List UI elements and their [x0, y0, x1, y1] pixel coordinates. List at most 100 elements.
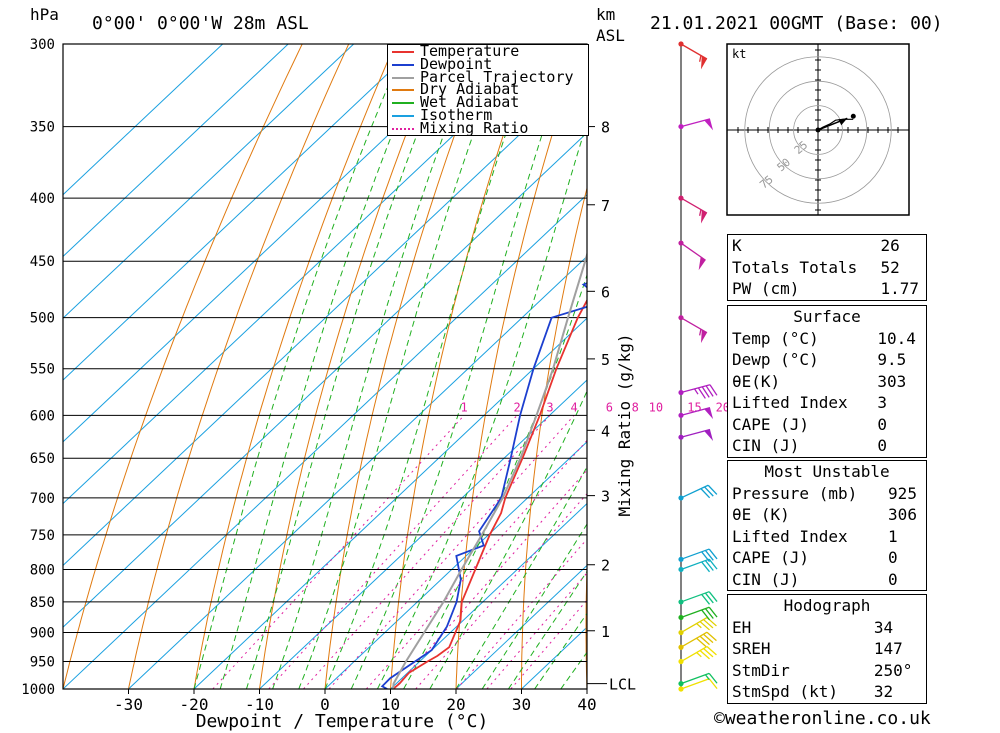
barb-flag	[704, 592, 714, 604]
mixing-ratio-line	[328, 415, 575, 689]
stat-value: 250°	[873, 660, 913, 680]
mixing-ratio-label: 2	[514, 400, 521, 414]
isotherm-line	[63, 132, 587, 628]
wind-barb	[678, 616, 717, 636]
dry-adiabat-line	[987, 44, 1000, 689]
credit-text[interactable]: ©weatheronline.co.uk	[714, 708, 931, 729]
table-row: CAPE (J) 0	[728, 414, 927, 436]
dry-adiabat-line	[521, 186, 587, 689]
barb-flag	[703, 648, 714, 658]
km-tick-label: 7	[601, 197, 610, 215]
index-value: 1.77	[880, 279, 920, 298]
pressure-tick-label: 850	[30, 595, 55, 611]
pressure-tick-label: 700	[30, 491, 55, 507]
stat-label: CIN (J)	[732, 569, 800, 589]
table-row: PW (cm) 1.77	[728, 278, 927, 300]
wet-adiabat-line	[193, 44, 407, 689]
wet-adiabat-line	[507, 570, 587, 689]
stat-value: 9.5	[877, 350, 907, 369]
barb-flag	[703, 619, 714, 629]
stat-label: StmDir	[732, 660, 790, 680]
legend-item-wet-adiabat: Wet Adiabat	[388, 93, 588, 112]
barb-half-flag	[704, 674, 710, 681]
x-tick-label: 0	[320, 695, 330, 714]
legend-label: Dewpoint	[420, 54, 493, 73]
hodograph-unit-label: kt	[732, 47, 746, 61]
legend-item-temperature: Temperature	[388, 44, 588, 59]
barb-staff	[680, 591, 710, 603]
mixing-ratio-label: 4	[570, 400, 577, 414]
stat-label: EH	[732, 617, 752, 637]
wind-barb	[678, 678, 718, 692]
storm-motion-arrowhead	[838, 118, 848, 126]
barb-staff	[680, 548, 710, 560]
x-tick-label: -20	[180, 695, 209, 714]
barb-flag	[708, 548, 718, 560]
wind-barb	[678, 428, 714, 442]
barb-pennant	[704, 407, 714, 420]
most-unstable-table: Most Unstable Pressure (mb) 925 θE (K) 306…	[727, 460, 927, 591]
pressure-tick-label: 750	[30, 528, 55, 544]
barb-flag	[704, 608, 714, 619]
section-title: Most Unstable	[764, 462, 890, 481]
wet-adiabat-line	[350, 44, 573, 689]
isotherm-line	[390, 502, 587, 689]
barb-pennant	[700, 329, 707, 344]
dry-adiabat-line	[128, 44, 350, 689]
wind-barb	[678, 591, 718, 605]
isotherm-line	[128, 255, 587, 689]
barb-dot	[678, 556, 684, 562]
pressure-tick-label: 1000	[21, 682, 55, 698]
barb-flag	[701, 561, 711, 573]
stat-value: 0	[877, 436, 887, 455]
barb-flag	[708, 558, 718, 570]
mixing-ratio-line	[303, 415, 551, 689]
km-tick-label: LCL	[609, 676, 636, 694]
table-row: Most Unstable	[728, 461, 927, 483]
km-tick-label: 2	[601, 557, 610, 575]
index-value: 52	[880, 257, 900, 277]
barb-dot	[678, 566, 684, 573]
stat-value: 32	[873, 682, 894, 701]
mixing-ratio-label: 6	[606, 400, 613, 414]
barb-flag	[704, 486, 714, 497]
wind-barb	[678, 672, 718, 687]
pressure-tick-label: 600	[30, 408, 55, 424]
isotherm-line	[63, 44, 420, 381]
table-row: StmSpd (kt) 32	[728, 681, 927, 703]
barb-flag	[701, 609, 711, 621]
pressure-tick-label: 650	[30, 451, 55, 467]
location-title: 0°00' 0°00'W 28m ASL	[92, 13, 309, 34]
wet-adiabat-line	[534, 612, 587, 689]
barb-flag	[708, 591, 718, 602]
x-axis-label: Dewpoint / Temperature (°C)	[196, 711, 489, 732]
datetime-title: 21.01.2021 00GMT (Base: 00)	[650, 13, 943, 34]
barb-flag	[703, 633, 714, 644]
barb-flag	[705, 385, 714, 397]
isotherm-line	[324, 441, 587, 689]
table-row: θE(K) 303	[728, 371, 927, 393]
series-parcel-trajectory-line	[392, 251, 587, 689]
stat-value: 303	[877, 371, 907, 391]
isotherm-line	[63, 44, 224, 196]
barb-half-flag	[696, 623, 702, 629]
table-row: CIN (J) 0	[728, 435, 927, 457]
barb-flag	[704, 550, 714, 561]
mixing-ratio-line	[415, 493, 587, 689]
km-tick-label: 6	[601, 283, 610, 301]
barb-staff	[680, 242, 706, 261]
legend-item-isotherm: Isotherm	[388, 107, 588, 122]
index-label: PW (cm)	[732, 279, 800, 298]
legend-label: Wet Adiabat	[420, 93, 520, 112]
mixing-ratio-label: 1	[460, 400, 467, 414]
table-row: SREH 147	[728, 638, 927, 660]
mixing-ratio-line	[510, 599, 587, 689]
wind-barb	[678, 118, 714, 131]
stat-label: θE (K)	[732, 505, 790, 524]
wind-barb	[678, 484, 718, 501]
isotherm-line	[63, 44, 551, 505]
isotherm-line	[63, 70, 587, 567]
barb-staff	[680, 606, 710, 619]
